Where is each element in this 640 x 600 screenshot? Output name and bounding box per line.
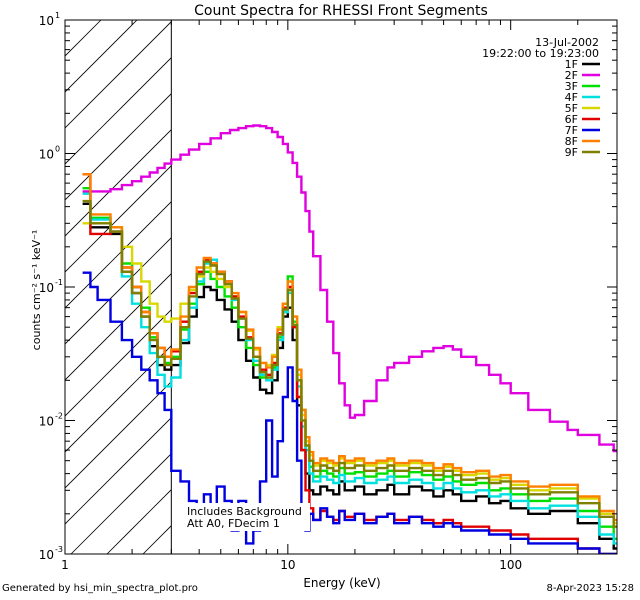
- legend-label: 5F: [565, 102, 578, 115]
- y-axis-label: counts cm⁻² s⁻¹ keV⁻¹: [30, 230, 43, 351]
- svg-text:10: 10: [39, 281, 54, 295]
- attenuator-annotation: Att A0, FDecim 1: [187, 517, 280, 530]
- legend-item-4F: 4F: [565, 91, 600, 104]
- svg-text:-2: -2: [55, 412, 63, 421]
- svg-text:10: 10: [39, 548, 54, 562]
- legend-label: 3F: [565, 80, 578, 93]
- svg-text:10: 10: [39, 148, 54, 162]
- svg-text:-3: -3: [55, 545, 63, 554]
- legend-item-5F: 5F: [565, 102, 600, 115]
- legend-label: 4F: [565, 91, 578, 104]
- x-axis-label: Energy (keV): [303, 576, 380, 590]
- legend-item-6F: 6F: [565, 113, 600, 126]
- legend-item-7F: 7F: [565, 124, 600, 137]
- legend-item-3F: 3F: [565, 80, 600, 93]
- date-label: 13-Jul-2002: [535, 36, 599, 49]
- series-line-5F: [82, 222, 617, 525]
- timestamp-label: 8-Apr-2023 15:28: [546, 583, 634, 594]
- legend-label: 9F: [565, 146, 578, 159]
- legend-item-9F: 9F: [565, 146, 600, 159]
- svg-text:10: 10: [39, 415, 54, 429]
- y-tick-label: 10 0: [39, 145, 60, 162]
- svg-text:10: 10: [39, 14, 54, 28]
- series-line-1F: [82, 202, 617, 550]
- series-line-9F: [82, 199, 617, 528]
- hatched-region: [65, 20, 172, 554]
- svg-text:-1: -1: [55, 278, 63, 287]
- legend-label: 6F: [565, 113, 578, 126]
- legend-item-8F: 8F: [565, 135, 600, 148]
- background-annotation: Includes Background: [187, 505, 302, 518]
- series-line-8F: [82, 173, 617, 522]
- legend-label: 2F: [565, 69, 578, 82]
- series-line-2F: [82, 124, 617, 453]
- svg-text:1: 1: [55, 11, 60, 20]
- legend-item-1F: 1F: [565, 58, 600, 71]
- y-tick-label: 10 -3: [39, 545, 63, 562]
- svg-text:0: 0: [55, 145, 60, 154]
- x-tick-label: 100: [499, 558, 522, 572]
- y-tick-label: 10 1: [39, 11, 60, 28]
- series-line-7F: [82, 271, 617, 554]
- x-tick-label: 10: [280, 558, 295, 572]
- legend-label: 7F: [565, 124, 578, 137]
- x-tick-label: 1: [61, 558, 69, 572]
- y-tick-label: 10 -1: [39, 278, 63, 295]
- generated-by-label: Generated by hsi_min_spectra_plot.pro: [2, 583, 198, 594]
- y-tick-label: 10 -2: [39, 412, 63, 429]
- legend-item-2F: 2F: [565, 69, 600, 82]
- legend-label: 8F: [565, 135, 578, 148]
- time-range-label: 19:22:00 to 19:23:00: [482, 47, 599, 60]
- chart-title: Count Spectra for RHESSI Front Segments: [194, 3, 488, 19]
- legend-label: 1F: [565, 58, 578, 71]
